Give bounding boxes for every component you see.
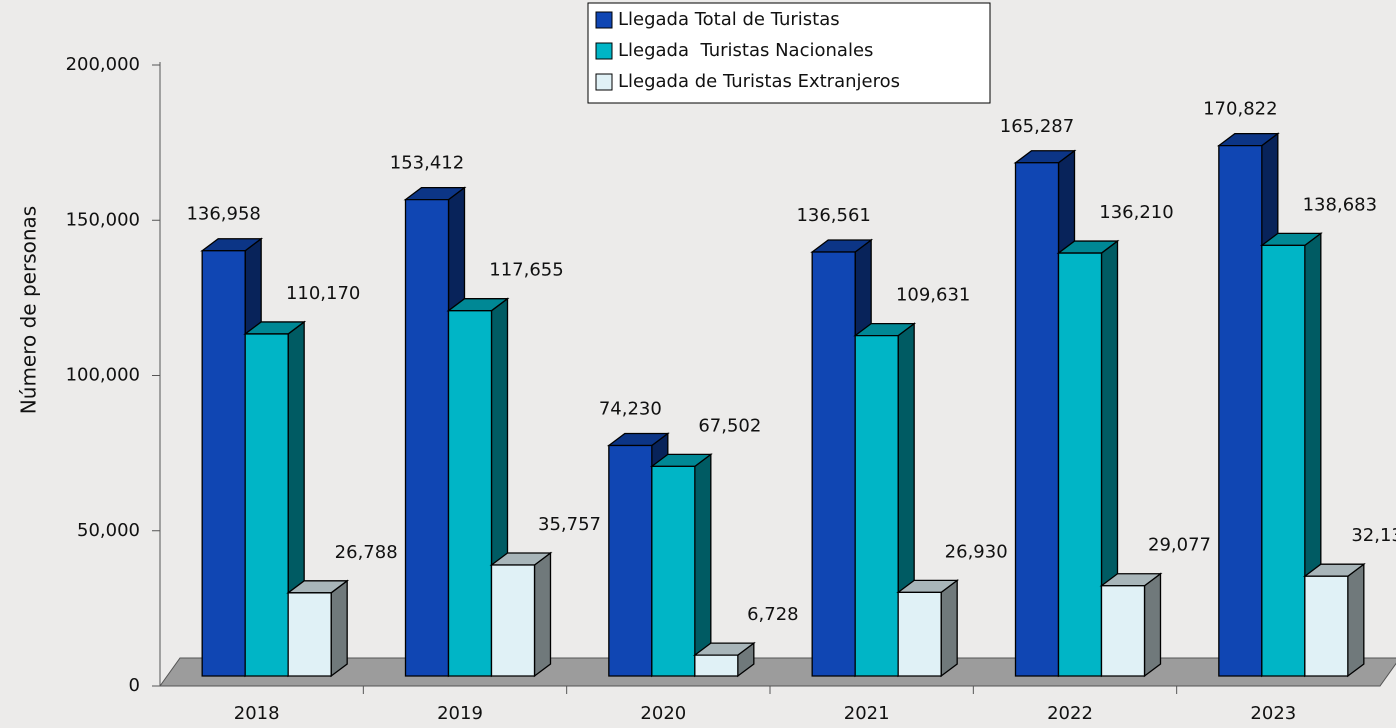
value-label: 109,631 [896,285,970,306]
bar-face [1100,585,1146,677]
bar-face [694,654,739,677]
legend-label: Llegada Total de Turistas [618,9,840,30]
bar-face [201,250,246,677]
bar [489,551,553,678]
y-axis-label: Número de personas [17,206,41,414]
bar [286,579,350,678]
value-label: 67,502 [698,415,761,436]
y-tick-label: 100,000 [66,365,140,386]
legend-label: Llegada de Turistas Extranjeros [618,71,900,92]
bar-face [533,551,552,678]
y-tick-label: 0 [129,675,140,696]
bar-face [608,444,653,677]
value-label: 35,757 [538,514,601,535]
bar-face [1347,562,1365,678]
bar-face [897,591,942,677]
y-tick-label: 50,000 [77,520,140,541]
x-tick-label: 2020 [640,703,686,724]
value-label: 136,210 [1099,202,1173,223]
bar-face [694,453,712,678]
bar-face [651,465,696,677]
bar [1099,572,1163,678]
bar [692,641,756,678]
x-tick-label: 2021 [844,703,890,724]
x-tick-label: 2019 [437,703,483,724]
bar-face [811,251,856,677]
bar-face [1143,572,1162,678]
value-label: 153,412 [390,153,464,174]
value-label: 136,561 [796,205,870,226]
bar [1056,239,1120,678]
legend-swatch [595,42,613,60]
legend-swatch [595,73,613,91]
value-label: 117,655 [489,260,563,281]
value-label: 6,728 [747,604,799,625]
bar-face [330,579,348,678]
legend [587,2,991,104]
bar-face [287,592,332,677]
bar-face [940,579,958,678]
bar-face [1014,162,1060,677]
value-label: 32,139 [1351,525,1396,546]
value-label: 136,958 [186,204,260,225]
value-label: 26,930 [945,541,1008,562]
bar [649,453,713,678]
x-tick-label: 2022 [1047,703,1093,724]
legend-label: Llegada Turistas Nacionales [618,40,873,61]
value-label: 29,077 [1148,535,1211,556]
y-tick-label: 150,000 [66,209,140,230]
bar-face [1261,244,1306,677]
bar [1302,562,1366,678]
bar-face [447,310,493,677]
value-label: 170,822 [1203,99,1277,120]
value-label: 110,170 [286,283,360,304]
bar-face [1218,144,1263,677]
value-label: 26,788 [335,542,398,563]
bar-face [404,199,450,677]
bar [896,579,960,678]
bar-face [1304,575,1349,677]
bar-face [244,333,289,677]
bar [1259,232,1323,678]
x-tick-label: 2023 [1250,703,1296,724]
y-tick-label: 200,000 [66,54,140,75]
value-label: 74,230 [599,399,662,420]
bar-face [1057,252,1103,677]
x-tick-label: 2018 [234,703,280,724]
bar-face [854,334,899,677]
legend-swatch [595,11,613,29]
value-label: 165,287 [1000,116,1074,137]
value-label: 138,683 [1303,194,1377,215]
bar-face [490,564,536,677]
